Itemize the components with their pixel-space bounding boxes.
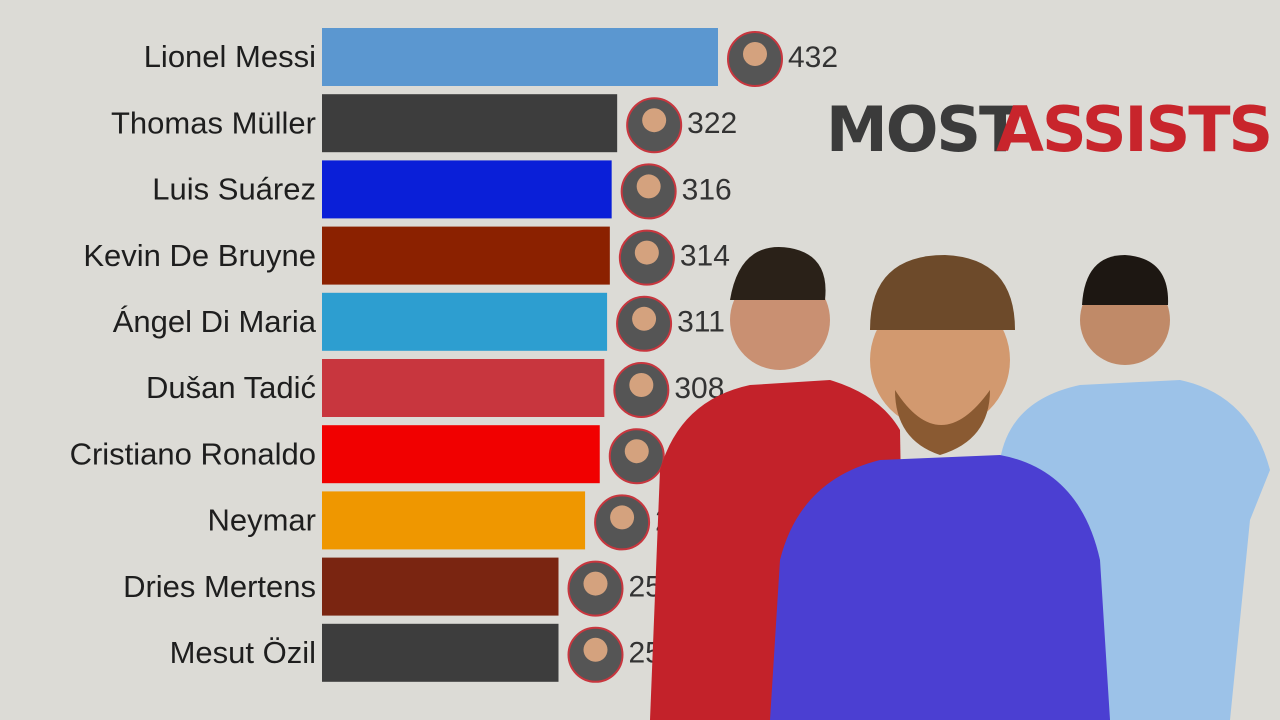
player-face (636, 174, 661, 199)
player-face (634, 240, 659, 265)
category-label: Neymar (207, 503, 316, 538)
bar (322, 160, 612, 219)
player-photo (870, 255, 1015, 330)
category-label: Ángel Di Maria (113, 304, 317, 339)
bar (322, 491, 586, 550)
player-face (629, 373, 654, 397)
category-label: Dries Mertens (123, 569, 316, 604)
chart-title: MOST (826, 93, 1021, 166)
value-label: 432 (788, 41, 838, 74)
player-face (583, 571, 608, 596)
value-label: 316 (682, 173, 732, 206)
category-label: Luis Suárez (152, 172, 316, 207)
category-label: Cristiano Ronaldo (70, 436, 316, 471)
bar (322, 226, 610, 285)
category-label: Lionel Messi (144, 39, 316, 74)
bar (322, 623, 559, 682)
player-photo (895, 390, 990, 455)
category-label: Thomas Müller (111, 105, 316, 140)
player-photo (770, 455, 1110, 720)
bar (322, 28, 718, 86)
player-photo (1082, 255, 1169, 305)
player-face (624, 439, 649, 464)
bar (322, 292, 608, 351)
bar (322, 359, 605, 417)
player-face (642, 108, 667, 133)
value-label: 322 (687, 107, 737, 140)
bar (322, 557, 559, 616)
player-face (743, 42, 767, 66)
player-photo (730, 247, 826, 300)
category-label: Dušan Tadić (146, 370, 316, 405)
player-face (583, 637, 608, 662)
bar (322, 94, 618, 153)
player-face (632, 306, 657, 331)
bar (322, 425, 600, 484)
value-label: 311 (677, 306, 725, 339)
category-label: Mesut Özil (170, 635, 316, 670)
value-label: 314 (680, 240, 730, 273)
player-face (610, 505, 635, 530)
chart-title: ASSISTS (996, 93, 1271, 166)
category-label: Kevin De Bruyne (83, 238, 316, 273)
